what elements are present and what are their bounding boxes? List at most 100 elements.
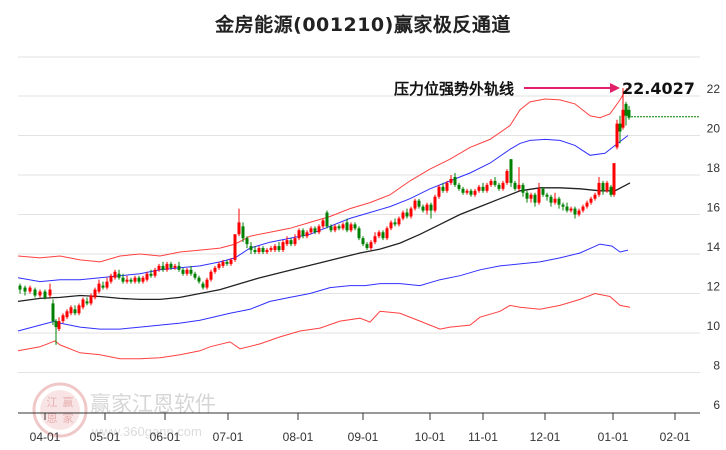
candle (413, 200, 417, 209)
candle (589, 198, 593, 203)
candle (69, 307, 73, 314)
band-lines (17, 87, 631, 360)
candle (627, 109, 631, 118)
y-tick-label: 20 (707, 122, 721, 136)
candle (373, 236, 377, 243)
candle (173, 265, 177, 268)
candle (425, 204, 429, 211)
candle (38, 291, 42, 296)
svg-text:家: 家 (63, 411, 74, 425)
outer-upper-line (17, 87, 628, 263)
candle (141, 277, 145, 282)
candle (505, 171, 509, 183)
candle (473, 190, 477, 195)
candle (61, 315, 65, 322)
seal-icon (32, 382, 88, 438)
candle (193, 273, 197, 278)
candle (43, 291, 47, 298)
watermark-text: 赢家江恩软件 (90, 392, 216, 416)
candle (369, 242, 373, 249)
candle (33, 289, 37, 296)
candle (533, 194, 537, 203)
candle (51, 303, 55, 322)
candle (517, 184, 521, 189)
candle (601, 182, 605, 191)
candle (429, 204, 433, 211)
candle (281, 242, 285, 251)
y-tick-label: 8 (713, 359, 720, 373)
candle (245, 238, 249, 245)
x-tick-label: 10-01 (415, 430, 446, 444)
candle (329, 226, 333, 231)
candle (541, 188, 545, 195)
candle (401, 212, 405, 219)
candle (189, 269, 193, 274)
candle (113, 271, 117, 278)
candle (615, 123, 619, 148)
candle (317, 226, 321, 233)
candle (81, 299, 85, 308)
candle (313, 228, 317, 233)
candle (177, 265, 181, 270)
candle (397, 218, 401, 225)
candle (357, 228, 361, 239)
candle (537, 188, 541, 203)
candle (157, 265, 161, 270)
x-axis: 04-01 05-01 06-01 07-01 08-01 09-01 10-01 11-01… (18, 412, 700, 444)
candle (93, 289, 97, 298)
candle (433, 196, 437, 211)
candle (265, 250, 269, 253)
candle (493, 180, 497, 185)
candle (585, 202, 589, 207)
candle (23, 287, 27, 292)
arrow-head-icon (610, 83, 620, 93)
candle (217, 263, 221, 268)
x-tick-label: 04-01 (30, 430, 61, 444)
candle (273, 246, 277, 251)
mid-line (17, 182, 631, 303)
candle (321, 220, 325, 227)
candle (261, 248, 265, 253)
x-tick-label: 12-01 (530, 430, 561, 444)
y-tick-label: 16 (707, 201, 721, 215)
candle (18, 285, 22, 290)
candle (289, 240, 293, 245)
candle (497, 184, 501, 189)
candle (337, 226, 341, 229)
candle (593, 194, 597, 199)
candle (201, 283, 205, 288)
y-axis-labels: 22 20 18 16 14 12 10 8 6 (707, 82, 721, 412)
candle (553, 198, 557, 203)
watermark: 江赢恩 家 赢家江恩软件 www.360gann.com (32, 382, 216, 439)
candle (477, 186, 481, 191)
candle (501, 182, 505, 189)
candle (421, 206, 425, 211)
candle (361, 238, 365, 245)
candle (345, 222, 349, 231)
grid-lines (18, 56, 700, 373)
candle (241, 226, 245, 239)
y-tick-label: 6 (713, 398, 720, 412)
x-tick-label: 07-01 (213, 430, 244, 444)
candle (485, 184, 489, 191)
candle (441, 186, 445, 191)
candle (393, 222, 397, 225)
candle (133, 277, 137, 282)
candle (105, 281, 109, 288)
candle (221, 261, 225, 266)
candle (129, 279, 133, 282)
candle (565, 206, 569, 211)
y-tick-label: 22 (707, 82, 721, 96)
candle (185, 269, 189, 274)
inner-upper-line (17, 135, 629, 283)
candle (569, 208, 573, 211)
candle (301, 230, 305, 237)
candle (65, 311, 69, 318)
candle (349, 224, 353, 231)
x-tick-label: 01-01 (598, 430, 629, 444)
candle (117, 273, 121, 278)
candle (445, 182, 449, 191)
candle (453, 176, 457, 185)
candle (213, 267, 217, 272)
inner-lower-line (17, 243, 629, 332)
